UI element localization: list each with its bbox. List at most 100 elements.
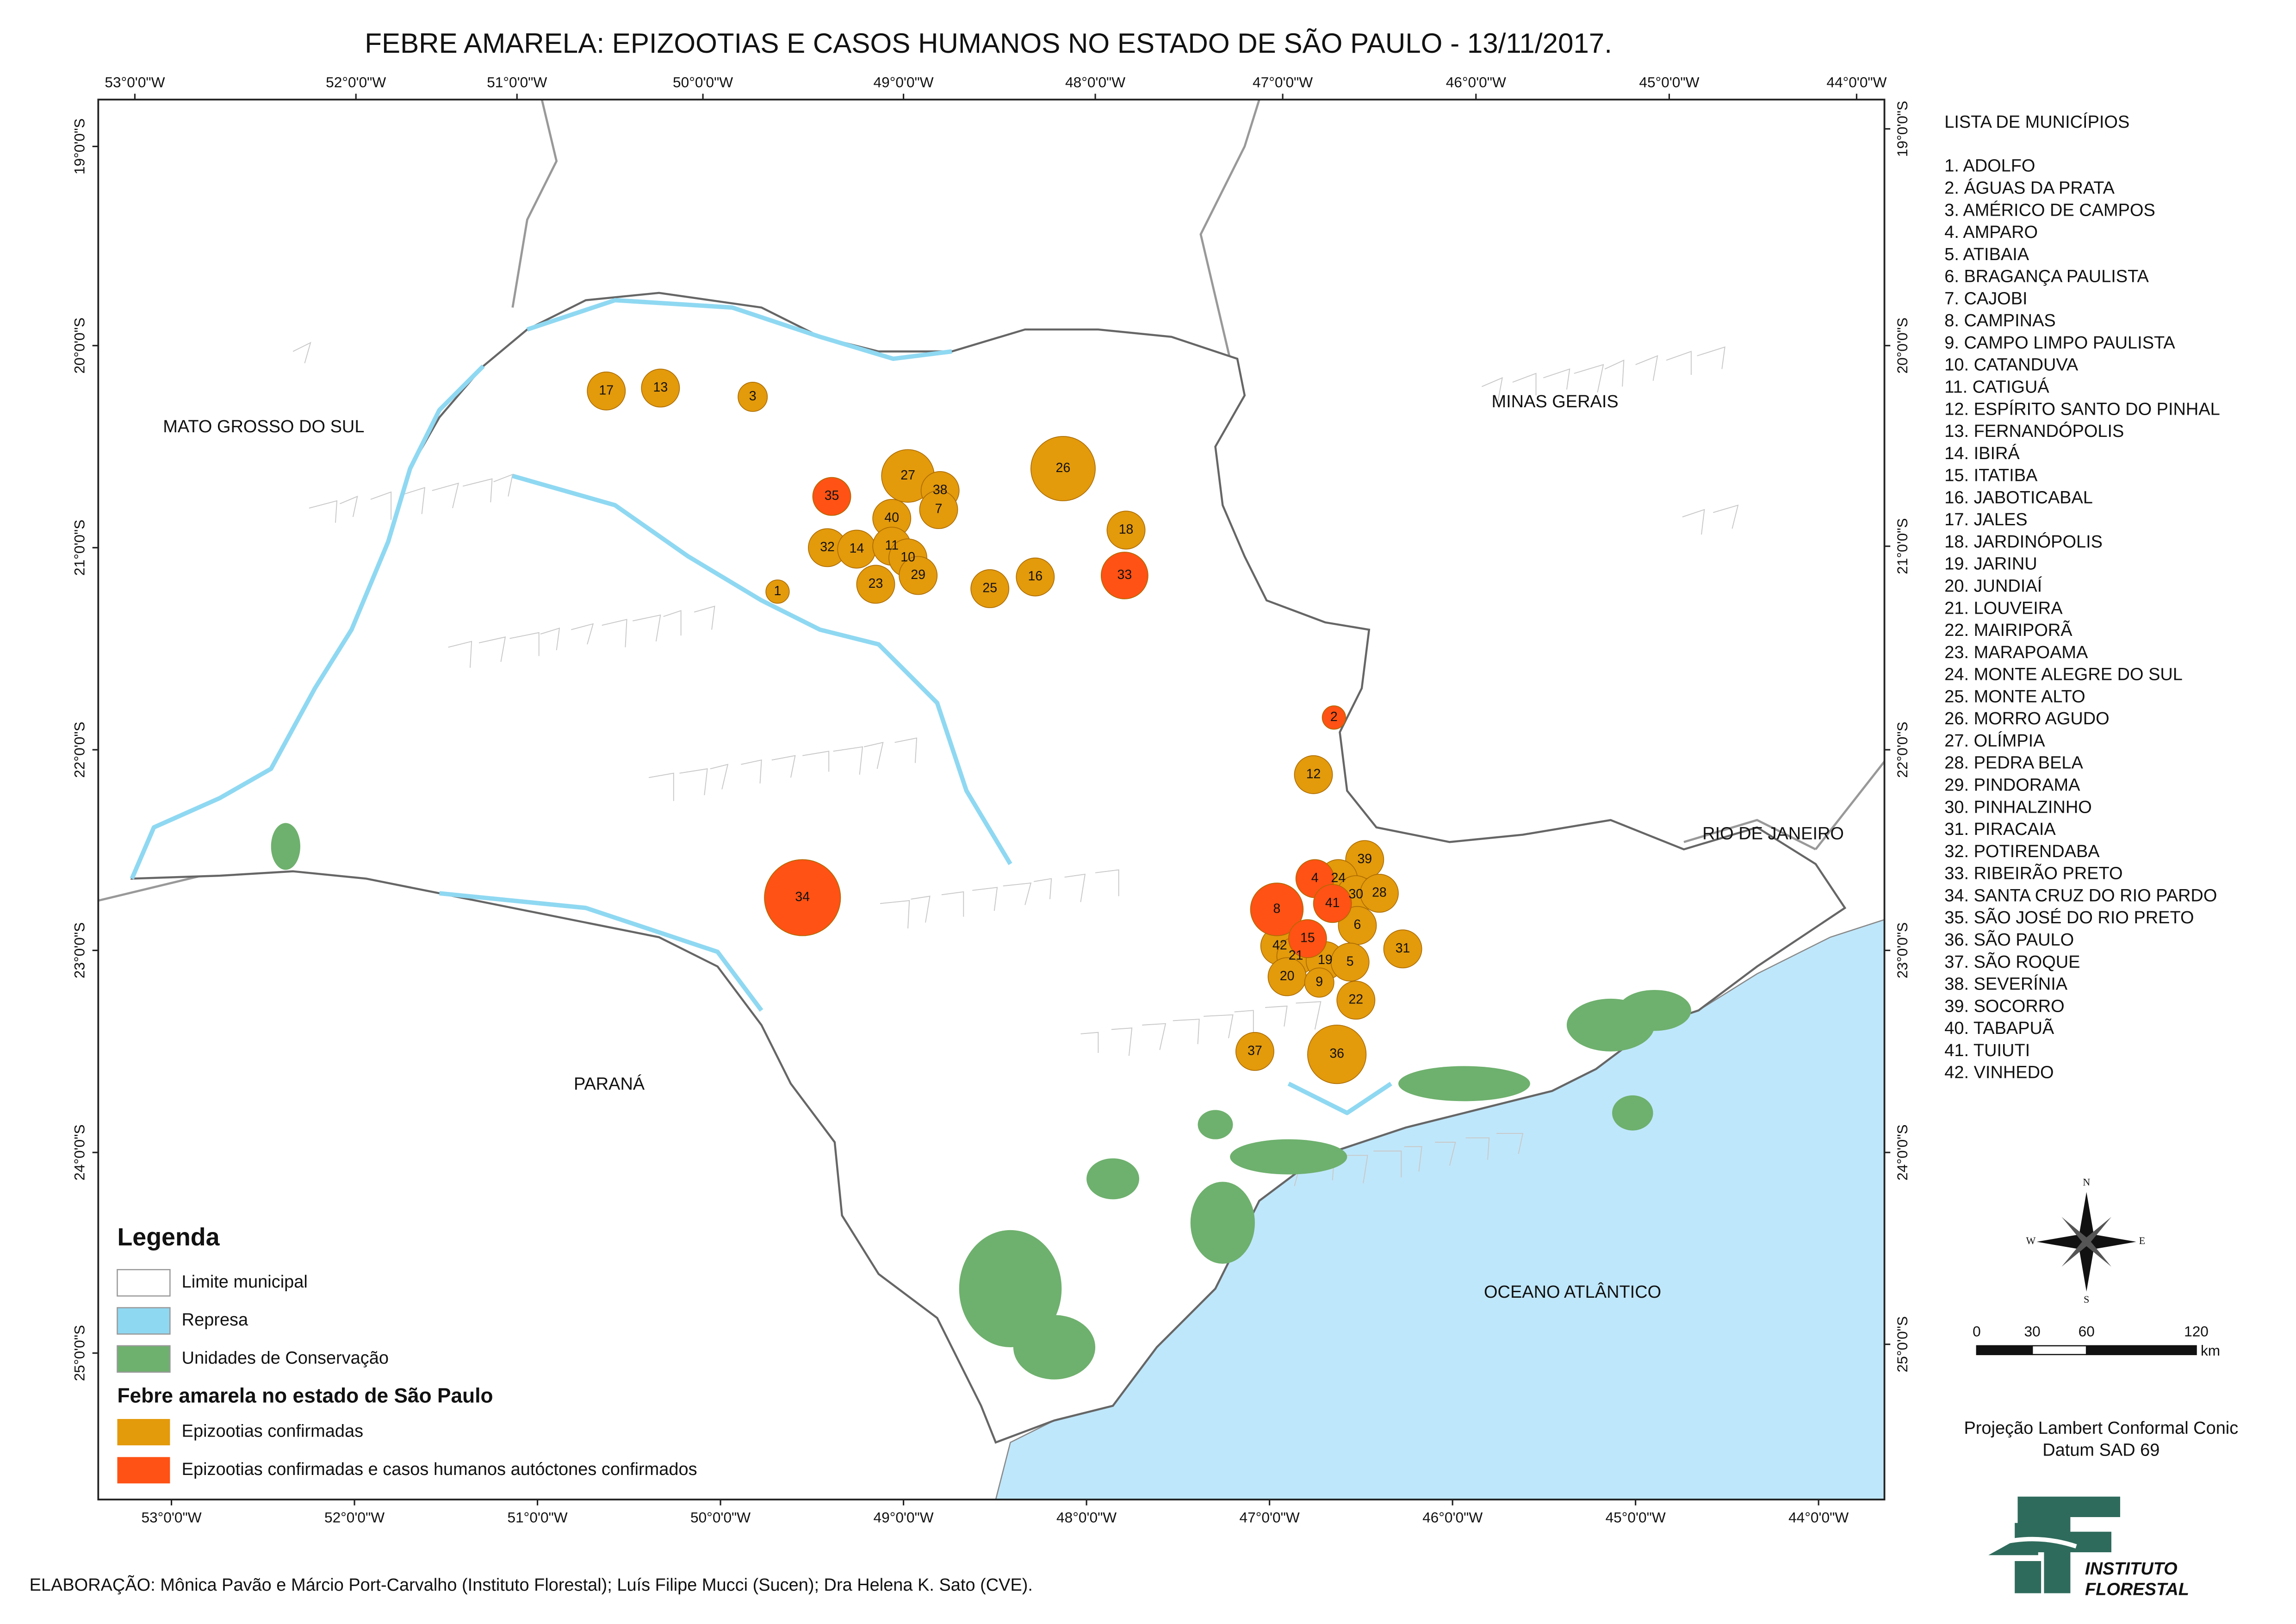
longitude-label: 44°0'0"W (1788, 1509, 1849, 1526)
municipal-boundary (863, 741, 884, 769)
municipality-number: 23 (869, 576, 883, 591)
longitude-label: 45°0'0"W (1639, 74, 1699, 91)
state-border (1683, 819, 1816, 851)
municipality-area (641, 368, 680, 408)
municipality-number: 13 (653, 380, 668, 395)
municipality-number: 22 (1348, 992, 1363, 1007)
municipality-area (1383, 929, 1422, 969)
latitude-label: 23°0'0"S (1894, 922, 1911, 978)
list-item: 3. AMÉRICO DE CAMPOS (1944, 200, 2155, 220)
municipal-boundary (1512, 373, 1537, 396)
list-item: 27. OLÍMPIA (1944, 731, 2045, 751)
municipality-number: 15 (1300, 931, 1315, 946)
municipality-number: 35 (825, 488, 839, 503)
list-item: 16. JABOTICABAL (1944, 488, 2093, 507)
list-item: 24. MONTE ALEGRE DO SUL (1944, 665, 2183, 684)
municipal-boundary (1697, 346, 1725, 369)
municipality-area (1106, 510, 1146, 550)
list-item: 10. CATANDUVA (1944, 355, 2079, 375)
municipality-number: 4 (1311, 871, 1319, 885)
compass-letter: N (2083, 1176, 2090, 1188)
legend-swatch (117, 1419, 170, 1445)
latitude-label: 22°0'0"S (71, 722, 88, 778)
municipality-number: 21 (1289, 948, 1303, 963)
municipal-boundary (370, 491, 392, 520)
municipality-number: 31 (1396, 941, 1410, 956)
municipality-number: 33 (1117, 567, 1132, 582)
compass-star (2061, 1217, 2111, 1267)
municipality-number: 36 (1329, 1046, 1344, 1061)
list-item: 37. SÃO ROQUE (1944, 952, 2080, 972)
municipality-number: 9 (1316, 975, 1323, 989)
municipality-number: 2 (1330, 709, 1338, 724)
municipality-number: 28 (1372, 885, 1387, 900)
conservation-unit (1398, 1066, 1530, 1101)
municipal-boundary (571, 623, 594, 645)
municipality-number: 10 (900, 550, 915, 565)
longitude-label: 50°0'0"W (673, 74, 733, 91)
legend-swatch (117, 1457, 170, 1484)
municipal-boundary (1373, 1151, 1402, 1177)
list-item: 33. RIBEIRÃO PRETO (1944, 864, 2122, 884)
latitude-label: 25°0'0"S (1894, 1316, 1911, 1372)
municipality-number: 26 (1056, 460, 1071, 475)
municipal-boundary (509, 632, 540, 656)
legend-label: Epizootias confirmadas e casos humanos a… (182, 1460, 697, 1479)
municipality-area (919, 490, 958, 529)
compass-letter: W (2026, 1235, 2036, 1246)
map-frame (97, 99, 1886, 1500)
longitude-label: 47°0'0"W (1240, 1509, 1300, 1526)
list-item: 2. ÁGUAS DA PRATA (1944, 178, 2115, 198)
list-item: 39. SOCORRO (1944, 996, 2064, 1016)
municipal-boundary (1142, 1023, 1167, 1050)
municipality-number: 7 (935, 502, 943, 516)
conservation-unit (1612, 1095, 1653, 1131)
municipality-area (1313, 884, 1352, 923)
conservation-unit (1086, 1158, 1140, 1200)
municipality-area (1100, 552, 1148, 599)
longitude-label: 49°0'0"W (874, 74, 934, 91)
longitude-label: 46°0'0"W (1422, 1509, 1483, 1526)
legend-label: Limite municipal (182, 1272, 308, 1292)
municipality-area (764, 859, 841, 936)
list-item: 6. BRAGANÇA PAULISTA (1944, 267, 2149, 286)
municipal-boundary (309, 500, 338, 523)
reservoir (526, 298, 952, 361)
municipality-number: 16 (1028, 569, 1043, 584)
municipality-number: 37 (1247, 1043, 1262, 1058)
municipal-boundary (1543, 368, 1570, 390)
municipal-boundary (1234, 1010, 1254, 1033)
municipal-boundary (1064, 873, 1086, 902)
municipal-boundary (401, 487, 426, 514)
compass-letter: S (2084, 1294, 2089, 1305)
list-item: 18. JARDINÓPOLIS (1944, 532, 2103, 552)
list-item: 19. JARINU (1944, 554, 2037, 574)
municipal-boundary (663, 610, 682, 636)
list-item: 1. ADOLFO (1944, 156, 2035, 176)
municipality-number: 27 (900, 468, 915, 483)
municipal-boundary (741, 759, 762, 784)
municipal-boundary (633, 614, 661, 642)
municipality-area (970, 569, 1010, 608)
list-item: 40. TABAPUÃ (1944, 1018, 2054, 1038)
map-title: FEBRE AMARELA: EPIZOOTIAS E CASOS HUMANO… (365, 28, 1612, 59)
state-sao-paulo (130, 292, 1847, 1444)
longitude-label: 46°0'0"W (1446, 74, 1506, 91)
region-label: MINAS GERAIS (1492, 392, 1619, 411)
municipal-boundary (1404, 1146, 1422, 1172)
list-item: 31. PIRACAIA (1944, 820, 2056, 839)
list-item: 14. IBIRÁ (1944, 443, 2020, 463)
municipality-number: 32 (820, 540, 835, 554)
legend-subtitle: Febre amarela no estado de São Paulo (117, 1384, 493, 1407)
municipal-boundary (540, 628, 560, 650)
municipality-area (1304, 967, 1334, 998)
municipal-boundary (1496, 1133, 1524, 1154)
municipal-boundary (894, 737, 918, 763)
municipality-area (812, 477, 851, 516)
latitude-label: 20°0'0"S (71, 317, 88, 373)
latitude-label: 19°0'0"S (1894, 101, 1911, 157)
list-item: 4. AMPARO (1944, 223, 2038, 242)
municipal-boundary (340, 496, 358, 517)
list-item: 17. JALES (1944, 510, 2027, 529)
logo-text: FLORESTAL (2085, 1580, 2189, 1599)
